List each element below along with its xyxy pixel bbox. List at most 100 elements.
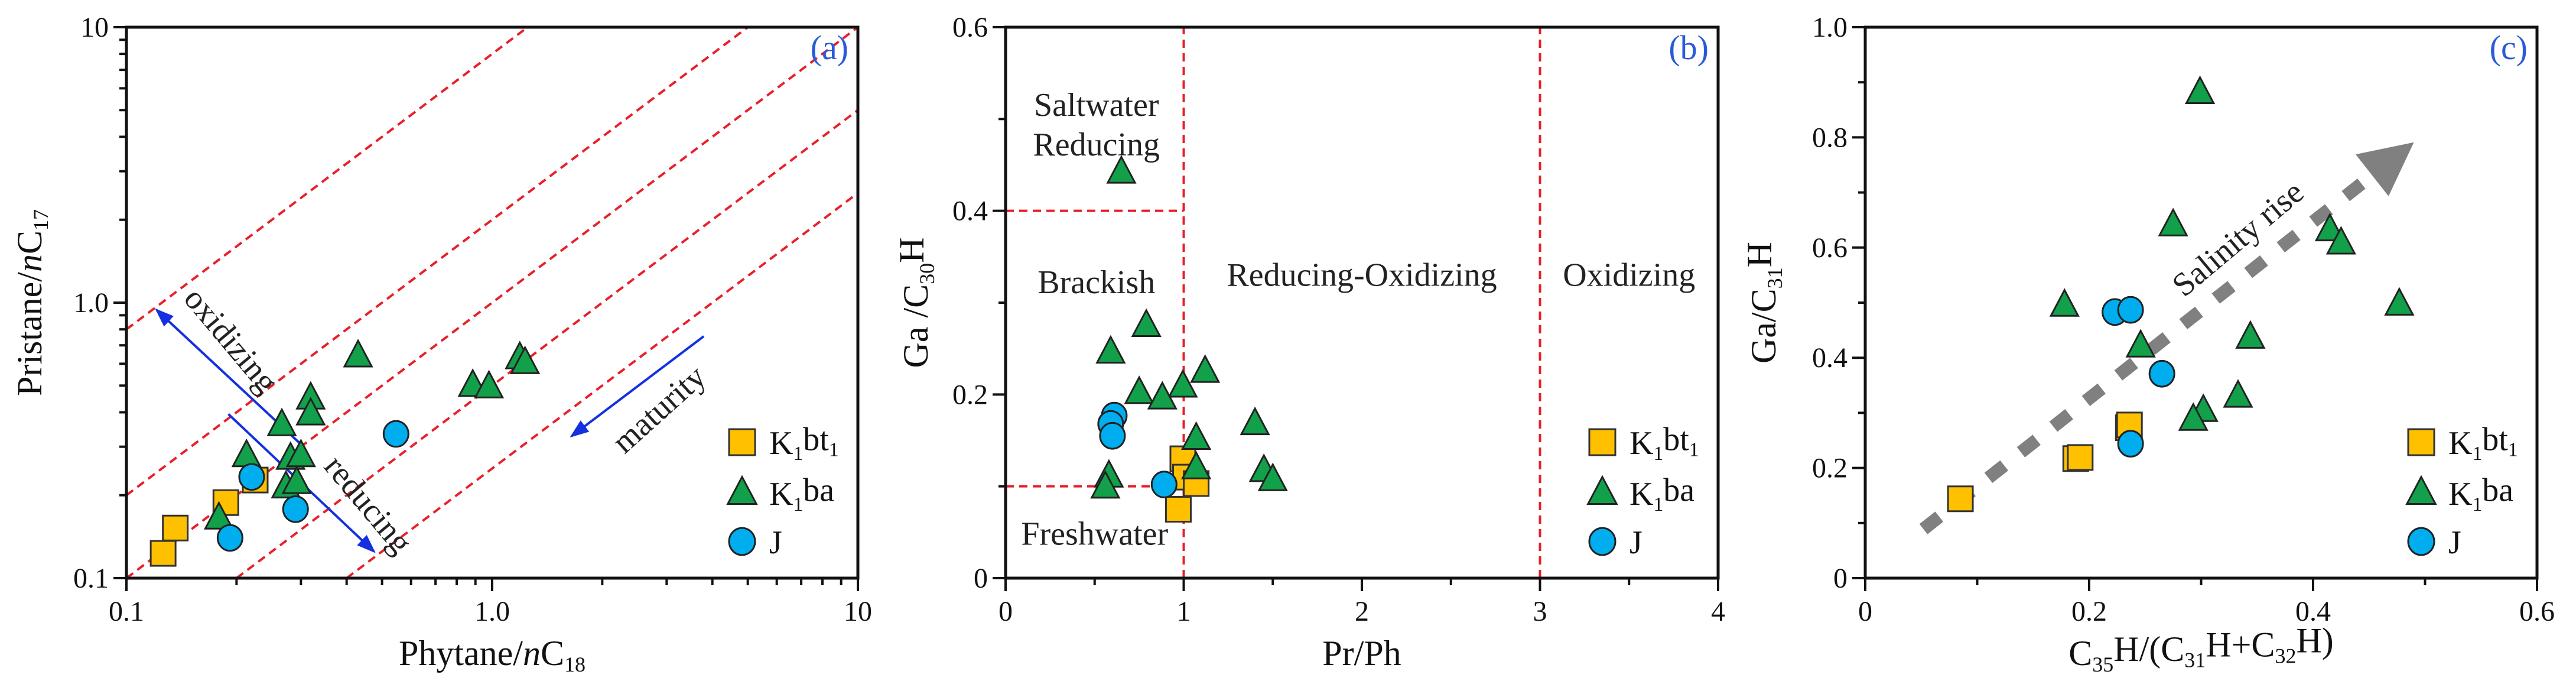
series-circle bbox=[1097, 401, 1178, 498]
data-point-triangle bbox=[510, 345, 541, 374]
label-part: K bbox=[769, 425, 793, 462]
data-point-circle bbox=[282, 495, 309, 523]
label-subscript: 1 bbox=[793, 494, 803, 515]
annotation-text: Brackish bbox=[1037, 264, 1155, 301]
legend-label: K1bt1 bbox=[2448, 421, 2518, 465]
label-subscript: 1 bbox=[829, 439, 839, 460]
label-subscript: 1 bbox=[2508, 439, 2518, 460]
ticks bbox=[113, 26, 859, 591]
x-tick-label: 0 bbox=[1858, 596, 1872, 627]
ticks bbox=[993, 26, 1719, 591]
x-tick-label: 10 bbox=[844, 596, 872, 627]
label-part: H) bbox=[2296, 621, 2333, 660]
label-part: H bbox=[892, 238, 931, 263]
label-part: H bbox=[1740, 242, 1779, 267]
data-point-triangle bbox=[1167, 369, 1198, 398]
data-point-triangle bbox=[295, 397, 326, 426]
annotation-text: Oxidizing bbox=[1563, 257, 1695, 293]
panel-a: 0.1 1.0 100.11.010Phytane/nC18Pristane/nC1… bbox=[10, 12, 872, 676]
panel-label: (a) bbox=[811, 28, 848, 67]
label-part: n bbox=[10, 254, 49, 272]
legend-label: K1ba bbox=[769, 472, 834, 515]
series-square bbox=[1947, 411, 2143, 513]
annotation-text: oxidizing bbox=[177, 281, 285, 400]
data-point-square bbox=[2067, 444, 2094, 471]
y-tick-label: 0 bbox=[1833, 563, 1848, 594]
x-tick-label: 2 bbox=[1355, 596, 1369, 627]
guide-line bbox=[126, 27, 529, 330]
data-point-circle bbox=[1150, 471, 1178, 498]
data-point-circle bbox=[238, 463, 265, 491]
data-point-triangle bbox=[343, 339, 373, 368]
series-triangle bbox=[2049, 75, 2415, 431]
guide-line bbox=[236, 109, 858, 578]
label-subscript: 1 bbox=[793, 443, 803, 465]
data-point-circle bbox=[216, 524, 243, 552]
data-point-triangle bbox=[1095, 335, 1126, 364]
data-point-triangle bbox=[1181, 421, 1212, 450]
data-point-square bbox=[1947, 485, 1974, 513]
label-subscript: 35 bbox=[2092, 653, 2113, 676]
label-part: ba bbox=[2482, 472, 2513, 508]
label-subscript: 1 bbox=[1653, 443, 1663, 465]
data-point-square bbox=[162, 514, 189, 541]
series-triangle bbox=[1090, 155, 1288, 499]
panel-c: 0 0.2 0.4 0.600.20.40.60.81.0C35H/(C31H+C32… bbox=[1740, 12, 2555, 676]
label-part: bt bbox=[2482, 421, 2508, 458]
legend-label: J bbox=[2448, 524, 2461, 561]
data-point-triangle bbox=[2223, 379, 2253, 408]
y-tick-label: 0.2 bbox=[952, 379, 988, 410]
label-subscript: 1 bbox=[1653, 494, 1663, 515]
series-circle bbox=[2102, 296, 2175, 458]
label-part: K bbox=[2448, 476, 2472, 513]
data-point-triangle bbox=[2125, 329, 2156, 358]
guide-line bbox=[346, 192, 858, 578]
x-tick-label: 1.0 bbox=[474, 596, 510, 627]
ticks bbox=[1852, 26, 2538, 591]
legend-marker-circle bbox=[728, 527, 756, 556]
label-part: J bbox=[1629, 524, 1642, 561]
x-tick-label: 1 bbox=[1177, 596, 1191, 627]
data-point-triangle bbox=[1106, 155, 1137, 184]
label-part: K bbox=[769, 476, 793, 513]
label-part: bt bbox=[803, 421, 829, 458]
y-axis-title: Pristane/nC17 bbox=[10, 209, 53, 396]
legend-marker-circle bbox=[1588, 527, 1616, 556]
data-point-circle bbox=[2148, 359, 2175, 388]
annotation-text: Reducing bbox=[1033, 127, 1160, 163]
data-point-circle bbox=[1099, 421, 1126, 450]
label-subscript: 18 bbox=[564, 653, 586, 676]
label-part: Phytane/ bbox=[399, 634, 523, 673]
label-subscript: 32 bbox=[2275, 644, 2296, 667]
y-tick-label: 0.4 bbox=[1812, 342, 1848, 374]
data-point-triangle bbox=[2178, 402, 2209, 431]
data-point-triangle bbox=[285, 438, 316, 468]
x-tick-label: 4 bbox=[1711, 596, 1725, 627]
label-part: ba bbox=[1663, 472, 1694, 508]
y-tick-label: 0.6 bbox=[952, 12, 988, 43]
label-part: n bbox=[523, 634, 541, 673]
data-point-triangle bbox=[1181, 450, 1212, 479]
legend-label: K1bt1 bbox=[769, 421, 839, 465]
label-part: ba bbox=[803, 472, 834, 508]
y-axis-title: Ga /C30H bbox=[892, 238, 939, 368]
y-tick-label: 1.0 bbox=[73, 287, 109, 319]
legend-label: K1ba bbox=[2448, 472, 2513, 515]
data-point-triangle bbox=[281, 465, 312, 494]
label-part: H+C bbox=[2206, 625, 2275, 664]
legend-label: K1ba bbox=[1629, 472, 1694, 515]
y-tick-label: 10 bbox=[80, 12, 109, 43]
data-point-square bbox=[1165, 496, 1192, 523]
label-part: Pristane/ bbox=[10, 272, 49, 396]
data-point-triangle bbox=[473, 369, 505, 398]
y-tick-label: 0.4 bbox=[952, 196, 988, 227]
x-tick-label: 0.2 bbox=[2071, 596, 2107, 627]
legend-marker-triangle bbox=[1586, 475, 1618, 505]
label-part: Pr/Ph bbox=[1322, 634, 1401, 673]
data-point-triangle bbox=[2158, 207, 2188, 236]
y-tick-label: 0.2 bbox=[1812, 453, 1848, 484]
